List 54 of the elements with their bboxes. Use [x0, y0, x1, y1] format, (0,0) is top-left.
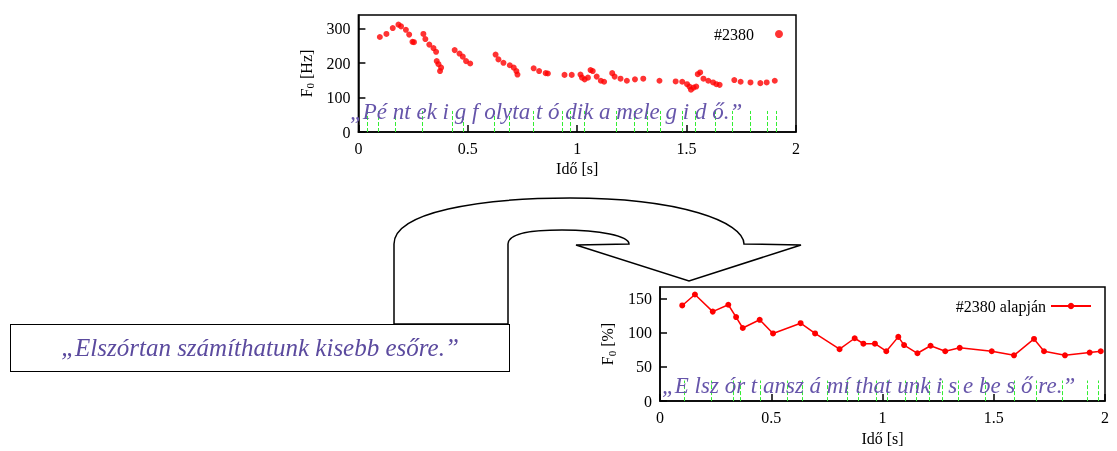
x-tick-label: 0.5	[457, 139, 478, 157]
point	[988, 348, 995, 355]
x-tick-label: 0.5	[761, 408, 782, 426]
x-tick-label: 2	[792, 139, 800, 157]
y-tick-label: 50	[636, 358, 652, 376]
point	[756, 316, 763, 323]
legend-label: #2380	[714, 25, 754, 43]
point	[956, 344, 963, 351]
point	[871, 340, 878, 347]
y-tick-label: 100	[628, 324, 652, 342]
x-tick-label: 0	[656, 408, 664, 426]
y-tick-label: 0	[644, 392, 652, 410]
x-tick-label: 1	[878, 408, 887, 426]
x-axis-title: Idő [s]	[861, 429, 904, 447]
point	[812, 330, 819, 337]
point	[927, 342, 934, 349]
y-axis-title: F0 [%]	[599, 322, 618, 366]
y-tick-label: 0	[342, 123, 351, 141]
x-tick-label: 1	[573, 139, 582, 157]
point	[914, 350, 921, 357]
point	[942, 348, 949, 355]
x-axis-title: Idő [s]	[556, 160, 599, 178]
x-tick-label: 0	[354, 139, 363, 157]
point	[679, 302, 686, 309]
point	[1041, 348, 1048, 355]
point	[691, 291, 698, 298]
x-tick-label: 1.5	[983, 408, 1004, 426]
point	[901, 342, 908, 349]
point	[770, 330, 777, 337]
y-tick-label: 150	[628, 290, 652, 308]
point	[797, 320, 804, 327]
point	[1031, 335, 1038, 342]
point	[1011, 352, 1017, 359]
point	[725, 301, 732, 308]
x-tick-label: 1.5	[676, 139, 697, 157]
point	[733, 314, 740, 321]
point	[739, 325, 746, 331]
text: „Elszórtan számíthatunk kisebb esőre.”	[10, 324, 510, 372]
point	[895, 333, 902, 340]
point	[709, 308, 716, 315]
y-tick-label: 100	[326, 89, 351, 107]
point	[1097, 348, 1104, 355]
legend-label: #2380 alapján	[955, 297, 1046, 316]
point	[883, 348, 890, 355]
x-tick-label: 2	[1101, 408, 1109, 426]
annotation: „E lsz ór t ansz á mí that unk i s e be s ő re.”	[662, 373, 1076, 398]
point	[851, 335, 858, 342]
y-tick-label: 300	[326, 20, 351, 38]
point	[836, 346, 843, 353]
point	[1086, 349, 1093, 356]
point	[1061, 352, 1068, 359]
point	[860, 340, 867, 347]
y-tick-label: 200	[326, 54, 351, 72]
y-axis-title: F0 [Hz]	[297, 49, 316, 98]
